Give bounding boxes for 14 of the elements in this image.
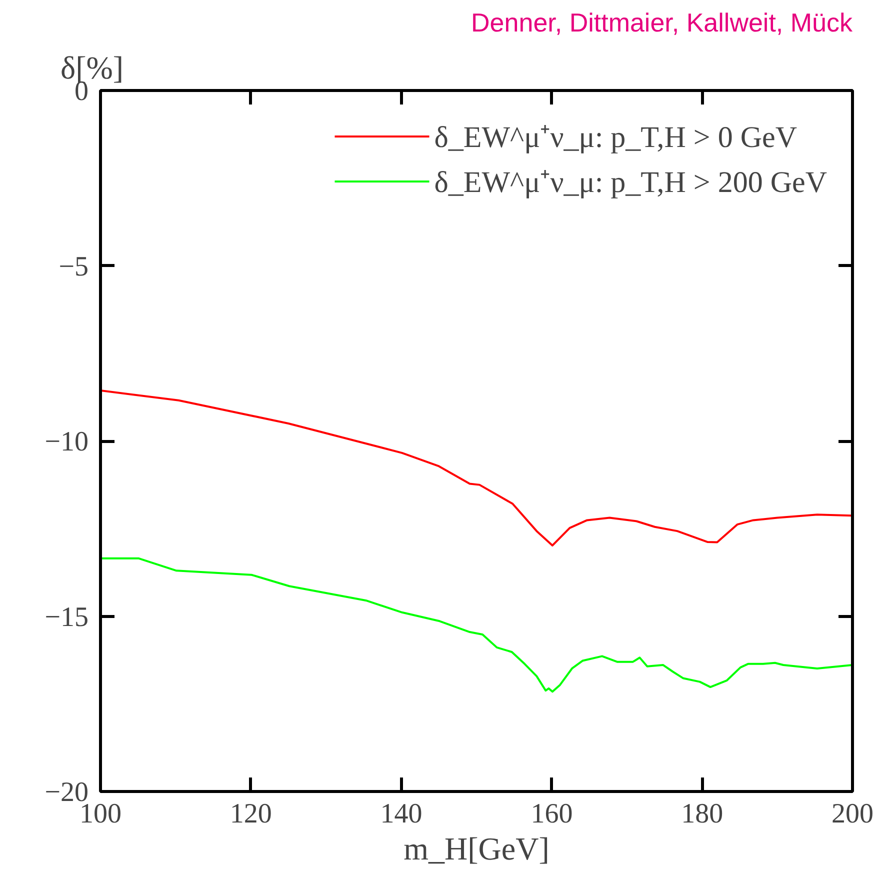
x-tick-label: 200	[832, 798, 874, 830]
text: Denner, Dittmaier, Kallweit, Mück	[471, 8, 854, 38]
line-series	[100, 557, 852, 693]
y-tick-label: −10	[44, 426, 89, 458]
legend-label: δ_EW^μ⁺ν_μ: p_T,H > 0 GeV	[434, 120, 797, 156]
x-tick-label: 180	[681, 798, 724, 830]
legend-label: δ_EW^μ⁺ν_μ: p_T,H > 200 GeV	[434, 165, 827, 201]
x-tick-label: 160	[530, 798, 573, 830]
y-tick-label: −15	[44, 602, 89, 633]
x-tick-label: 140	[380, 798, 422, 830]
x-tick-label: 120	[230, 798, 272, 830]
x-axis-title: m_H[GeV]	[404, 830, 550, 866]
line-series	[100, 390, 852, 546]
y-tick-label: −5	[58, 251, 89, 282]
